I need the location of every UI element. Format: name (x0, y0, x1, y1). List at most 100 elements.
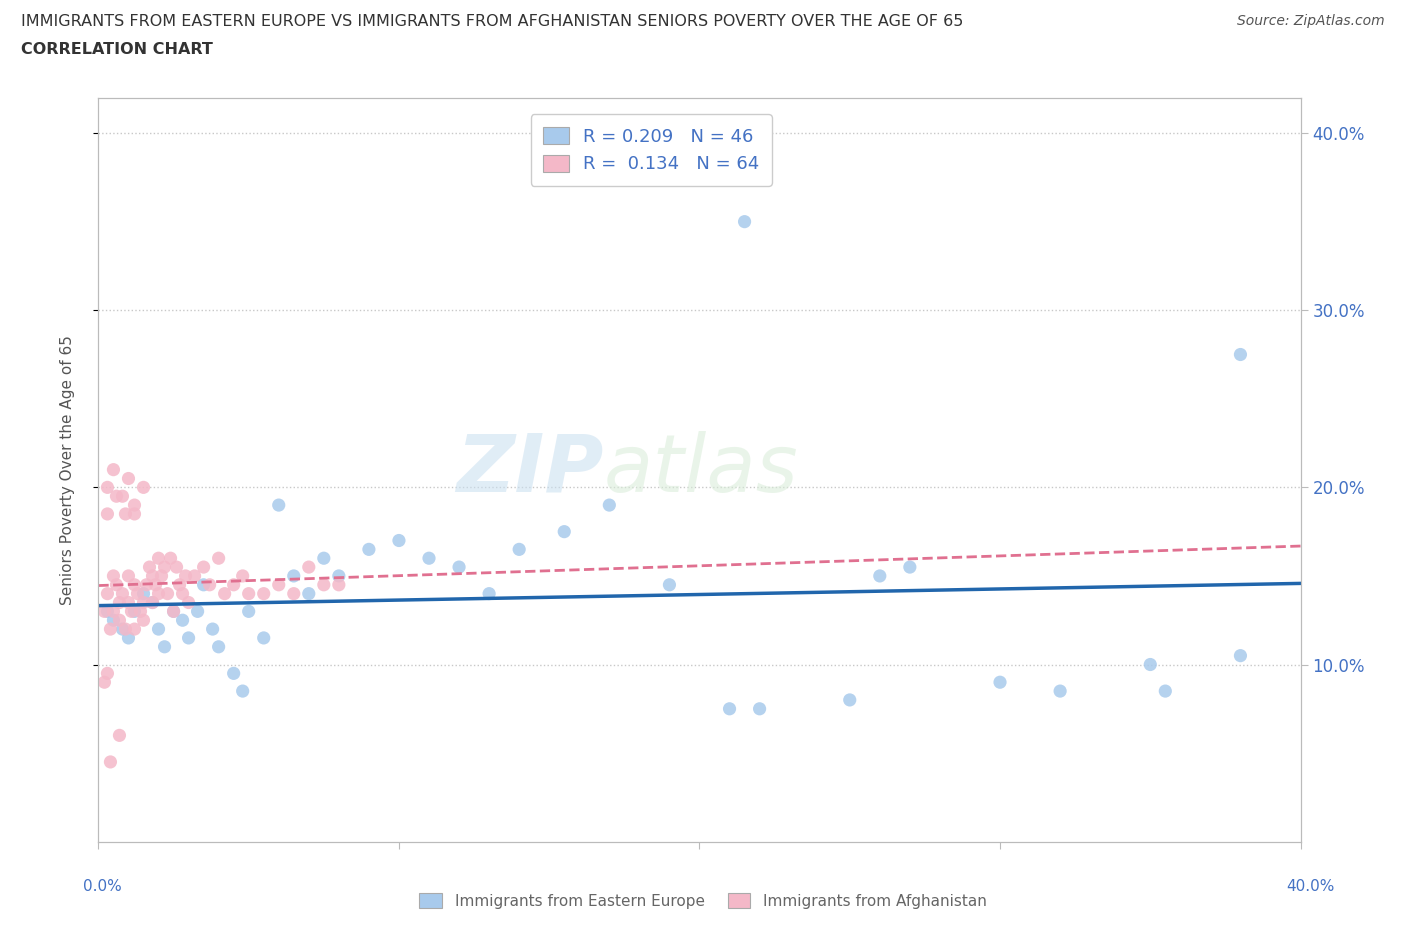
Point (153, 560, 176, 575)
Point (1049, 684, 1071, 698)
Point (96, 604, 118, 618)
Point (232, 684, 254, 698)
Point (96, 666, 118, 681)
Point (298, 586, 321, 601)
Text: 40.0%: 40.0% (1286, 879, 1334, 894)
Point (148, 551, 170, 565)
Point (208, 639, 231, 654)
Text: CORRELATION CHART: CORRELATION CHART (21, 42, 212, 57)
Point (159, 551, 181, 565)
Point (1229, 347, 1251, 362)
Point (96, 586, 118, 601)
Point (169, 578, 191, 592)
Point (162, 604, 184, 618)
Point (132, 586, 155, 601)
Point (658, 578, 681, 592)
Point (162, 604, 184, 618)
Point (177, 631, 200, 645)
Point (253, 586, 276, 601)
Point (267, 578, 290, 592)
Point (238, 586, 260, 601)
Point (111, 489, 134, 504)
Point (117, 595, 139, 610)
Point (198, 578, 221, 592)
Point (124, 621, 146, 636)
Point (201, 621, 224, 636)
Point (193, 560, 215, 575)
Point (100, 621, 122, 636)
Point (103, 462, 125, 477)
Point (283, 568, 305, 583)
Point (898, 560, 921, 575)
Point (172, 586, 194, 601)
Point (172, 613, 194, 628)
Point (187, 604, 209, 618)
Point (328, 568, 350, 583)
Point (138, 560, 160, 575)
Point (838, 693, 860, 708)
Point (447, 560, 470, 575)
Point (214, 586, 236, 601)
Point (312, 551, 335, 565)
Point (93, 675, 115, 690)
Point (108, 595, 131, 610)
Y-axis label: Seniors Poverty Over the Age of 65: Seniors Poverty Over the Age of 65 (60, 335, 75, 604)
Point (718, 701, 741, 716)
Point (96, 480, 118, 495)
Point (132, 480, 155, 495)
Point (124, 578, 146, 592)
Point (267, 498, 290, 512)
Point (1229, 648, 1251, 663)
Point (166, 560, 188, 575)
Point (117, 568, 139, 583)
Point (193, 578, 215, 592)
Point (388, 533, 411, 548)
Point (114, 507, 136, 522)
Point (124, 507, 146, 522)
Point (132, 595, 155, 610)
Point (141, 595, 163, 610)
Point (208, 551, 231, 565)
Point (105, 489, 128, 504)
Legend: Immigrants from Eastern Europe, Immigrants from Afghanistan: Immigrants from Eastern Europe, Immigran… (413, 887, 993, 915)
Point (105, 578, 128, 592)
Point (734, 214, 756, 229)
Point (1154, 684, 1177, 698)
Point (418, 551, 440, 565)
Point (222, 578, 245, 592)
Point (298, 560, 321, 575)
Point (478, 586, 501, 601)
Point (153, 639, 176, 654)
Point (183, 568, 205, 583)
Text: ZIP: ZIP (456, 431, 603, 509)
Point (174, 568, 197, 583)
Point (238, 604, 260, 618)
Point (283, 586, 305, 601)
Point (148, 621, 170, 636)
Point (114, 621, 136, 636)
Text: atlas: atlas (603, 431, 799, 509)
Point (100, 754, 122, 769)
Point (598, 498, 620, 512)
Text: Source: ZipAtlas.com: Source: ZipAtlas.com (1237, 14, 1385, 28)
Text: IMMIGRANTS FROM EASTERN EUROPE VS IMMIGRANTS FROM AFGHANISTAN SENIORS POVERTY OV: IMMIGRANTS FROM EASTERN EUROPE VS IMMIGR… (21, 14, 963, 29)
Point (111, 621, 134, 636)
Point (129, 604, 152, 618)
Point (553, 525, 575, 539)
Point (148, 586, 170, 601)
Point (124, 604, 146, 618)
Point (108, 613, 131, 628)
Point (328, 578, 350, 592)
Point (108, 728, 131, 743)
Point (135, 578, 157, 592)
Point (748, 701, 770, 716)
Point (124, 498, 146, 512)
Point (111, 586, 134, 601)
Point (121, 604, 143, 618)
Point (150, 568, 173, 583)
Point (103, 604, 125, 618)
Legend: R = 0.209   N = 46, R =  0.134   N = 64: R = 0.209 N = 46, R = 0.134 N = 64 (531, 114, 772, 186)
Point (93, 604, 115, 618)
Text: 0.0%: 0.0% (83, 879, 122, 894)
Point (1139, 658, 1161, 672)
